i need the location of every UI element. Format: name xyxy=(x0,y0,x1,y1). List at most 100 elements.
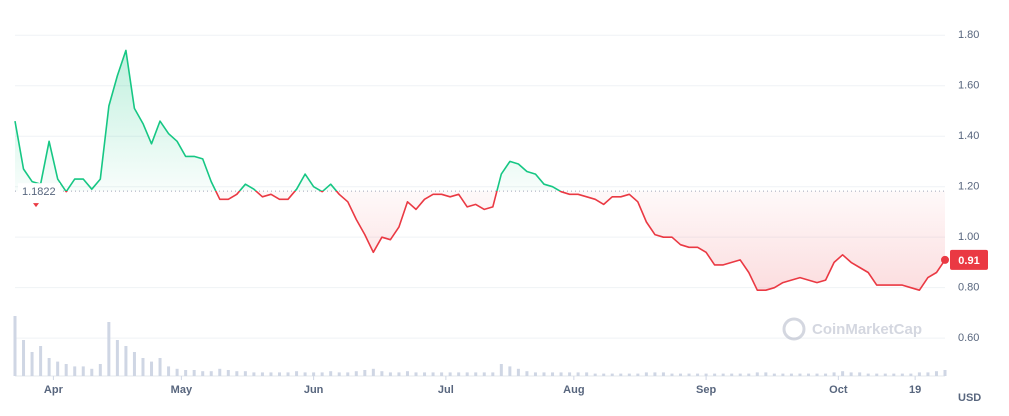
y-tick-label: 1.80 xyxy=(958,29,979,41)
volume-bar xyxy=(260,372,264,376)
volume-bar xyxy=(644,372,648,376)
volume-bar xyxy=(209,371,213,376)
volume-bar xyxy=(670,373,674,376)
volume-bar xyxy=(192,370,196,376)
volume-bar xyxy=(627,373,631,376)
volume-bar xyxy=(533,372,537,376)
volume-bar xyxy=(474,372,478,376)
volume-bar xyxy=(900,373,904,376)
watermark-text: CoinMarketCap xyxy=(812,321,922,338)
volume-bar xyxy=(30,352,34,376)
volume-bar xyxy=(661,372,665,376)
volume-bar xyxy=(320,372,324,376)
volume-bar xyxy=(832,372,836,376)
volume-bar xyxy=(943,370,947,376)
volume-bar xyxy=(141,358,145,376)
volume-bar xyxy=(516,368,520,376)
volume-bar xyxy=(414,372,418,376)
volume-bar xyxy=(619,373,623,376)
volume-bar xyxy=(269,372,273,376)
volume-bar xyxy=(764,372,768,376)
last-value-label: 0.91 xyxy=(958,255,979,267)
volume xyxy=(13,316,947,376)
volume-bar xyxy=(917,372,921,376)
volume-bar xyxy=(713,373,717,376)
volume-bar xyxy=(303,372,307,376)
volume-bar xyxy=(892,373,896,376)
volume-bar xyxy=(329,371,333,376)
y-tick-label: 1.60 xyxy=(958,80,979,92)
volume-bar xyxy=(610,373,614,376)
volume-bar xyxy=(22,340,26,376)
volume-bar xyxy=(585,372,589,376)
volume-bar xyxy=(115,340,119,376)
volume-bar xyxy=(218,368,222,376)
y-tick-label: 0.80 xyxy=(958,282,979,294)
last-point xyxy=(941,255,949,264)
volume-bar xyxy=(542,372,546,376)
volume-bar xyxy=(883,373,887,376)
volume-bar xyxy=(371,368,375,376)
volume-bar xyxy=(457,372,461,376)
watermark-logo xyxy=(782,317,806,341)
x-tick-label: 19 xyxy=(909,384,921,396)
volume-bar xyxy=(499,364,503,376)
volume-bar xyxy=(465,372,469,376)
volume-bar xyxy=(175,368,179,376)
x-tick-label: Aug xyxy=(563,384,584,396)
volume-bar xyxy=(875,373,879,376)
volume-bar xyxy=(73,366,77,376)
volume-bar xyxy=(81,366,85,376)
volume-bar xyxy=(679,373,683,376)
x-tick-label: Jun xyxy=(304,384,324,396)
volume-bar xyxy=(559,372,563,376)
volume-bar xyxy=(295,371,299,376)
x-tick-label: Sep xyxy=(696,384,716,396)
volume-bar xyxy=(636,373,640,376)
y-tick-label: 1.40 xyxy=(958,130,979,142)
area xyxy=(15,50,945,291)
volume-bar xyxy=(150,361,154,376)
volume-bar xyxy=(13,316,17,376)
volume-bar xyxy=(730,373,734,376)
volume-bar xyxy=(482,372,486,376)
volume-bar xyxy=(866,373,870,376)
volume-bar xyxy=(47,358,51,376)
volume-bar xyxy=(696,373,700,376)
watermark: CoinMarketCap xyxy=(782,317,922,341)
volume-bar xyxy=(440,372,444,376)
volume-bar xyxy=(593,373,597,376)
volume-bar xyxy=(405,371,409,376)
volume-bar xyxy=(346,372,350,376)
volume-bar xyxy=(431,372,435,376)
volume-bar xyxy=(56,361,60,376)
y-tick-label: 1.20 xyxy=(958,181,979,193)
volume-bar xyxy=(39,346,43,376)
volume-bar xyxy=(90,368,94,376)
volume-bar xyxy=(448,372,452,376)
volume-bar xyxy=(243,371,247,376)
grid: 0.60 0.80 1.00 1.20 1.40 1.60 1.80 Apr May Jun Jul… xyxy=(15,29,979,396)
volume-bar xyxy=(167,366,171,376)
volume-bar xyxy=(337,372,341,376)
volume-bar xyxy=(201,371,205,376)
volume-bar xyxy=(286,372,290,376)
volume-bar xyxy=(508,366,512,376)
volume-bar xyxy=(423,372,427,376)
volume-bar xyxy=(252,372,256,376)
last-value-box xyxy=(950,249,988,270)
baseline-label: 1.1822 xyxy=(22,186,56,198)
x-tick-label: May xyxy=(171,384,193,396)
plot: 0.91 1.1822 xyxy=(14,49,988,291)
volume-bar xyxy=(277,372,281,376)
volume-bar xyxy=(491,372,495,376)
volume-bar xyxy=(354,371,358,376)
volume-bar xyxy=(738,373,742,376)
volume-bar xyxy=(312,372,316,376)
currency-label: USD xyxy=(958,392,981,404)
volume-bar xyxy=(107,322,111,376)
volume-bar xyxy=(781,373,785,376)
volume-bar xyxy=(687,373,691,376)
volume-bar xyxy=(798,373,802,376)
